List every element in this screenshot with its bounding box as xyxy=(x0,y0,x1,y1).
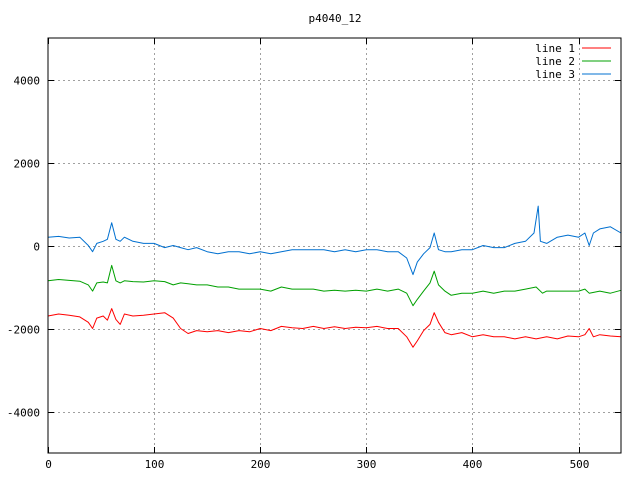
y-tick-label-2: 0 xyxy=(33,241,40,254)
y-tick-label-4: 4000 xyxy=(14,75,41,88)
grid xyxy=(48,38,621,453)
series-line-3 xyxy=(47,205,622,276)
y-tick-label-1: -2000 xyxy=(7,324,40,337)
series-line-2 xyxy=(47,264,622,307)
x-tick-label-4: 400 xyxy=(463,458,483,471)
series-line-1 xyxy=(47,308,622,348)
legend-label-2: line 2 xyxy=(535,55,575,68)
x-tick-label-5: 500 xyxy=(570,458,590,471)
x-tick-label-2: 200 xyxy=(251,458,271,471)
y-tick-label-0: -4000 xyxy=(7,407,40,420)
y-tick-label-3: 2000 xyxy=(14,158,41,171)
chart-title: p4040_12 xyxy=(309,12,362,25)
legend-label-1: line 1 xyxy=(535,42,575,55)
x-tick-label-0: 0 xyxy=(45,458,52,471)
x-tick-label-3: 300 xyxy=(357,458,377,471)
x-tick-label-1: 100 xyxy=(145,458,165,471)
series-layer xyxy=(47,205,622,348)
legend-label-3: line 3 xyxy=(535,68,575,81)
ticks: 0 100 200 300 400 500 -4000 -2000 0 2000 4000 xyxy=(7,38,621,471)
plot-frame xyxy=(47,37,622,454)
